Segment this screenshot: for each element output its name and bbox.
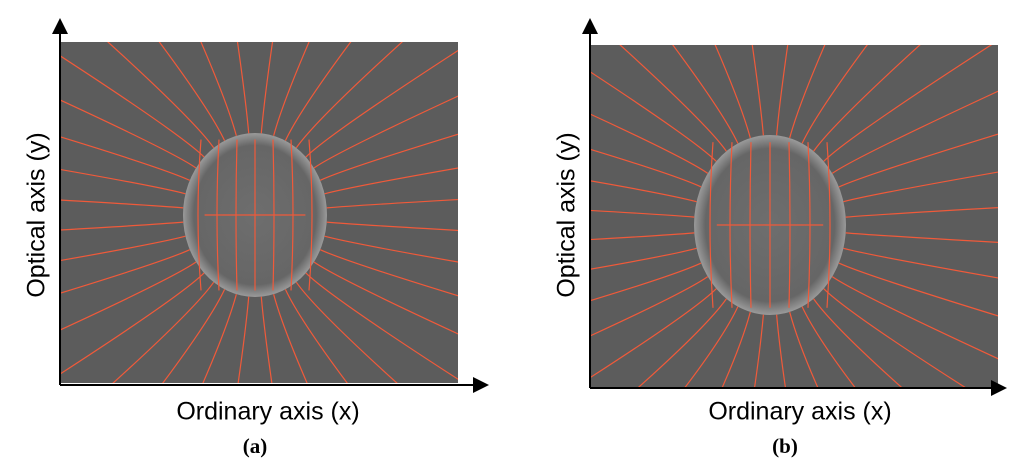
y-axis-label: Optical axis (y) (553, 132, 581, 297)
figure: Optical axis (y) Ordinary axis (x) (a) O… (0, 0, 1011, 464)
x-axis-label: Ordinary axis (x) (708, 398, 891, 426)
caption: (b) (772, 434, 798, 458)
y-axis-label: Optical axis (y) (23, 132, 51, 297)
x-axis-label: Ordinary axis (x) (176, 398, 359, 426)
panel-a: Optical axis (y) Ordinary axis (x) (a) (0, 1, 602, 458)
panel-b: Optical axis (y) Ordinary axis (x) (b) (472, 3, 1011, 458)
caption: (a) (243, 434, 268, 458)
